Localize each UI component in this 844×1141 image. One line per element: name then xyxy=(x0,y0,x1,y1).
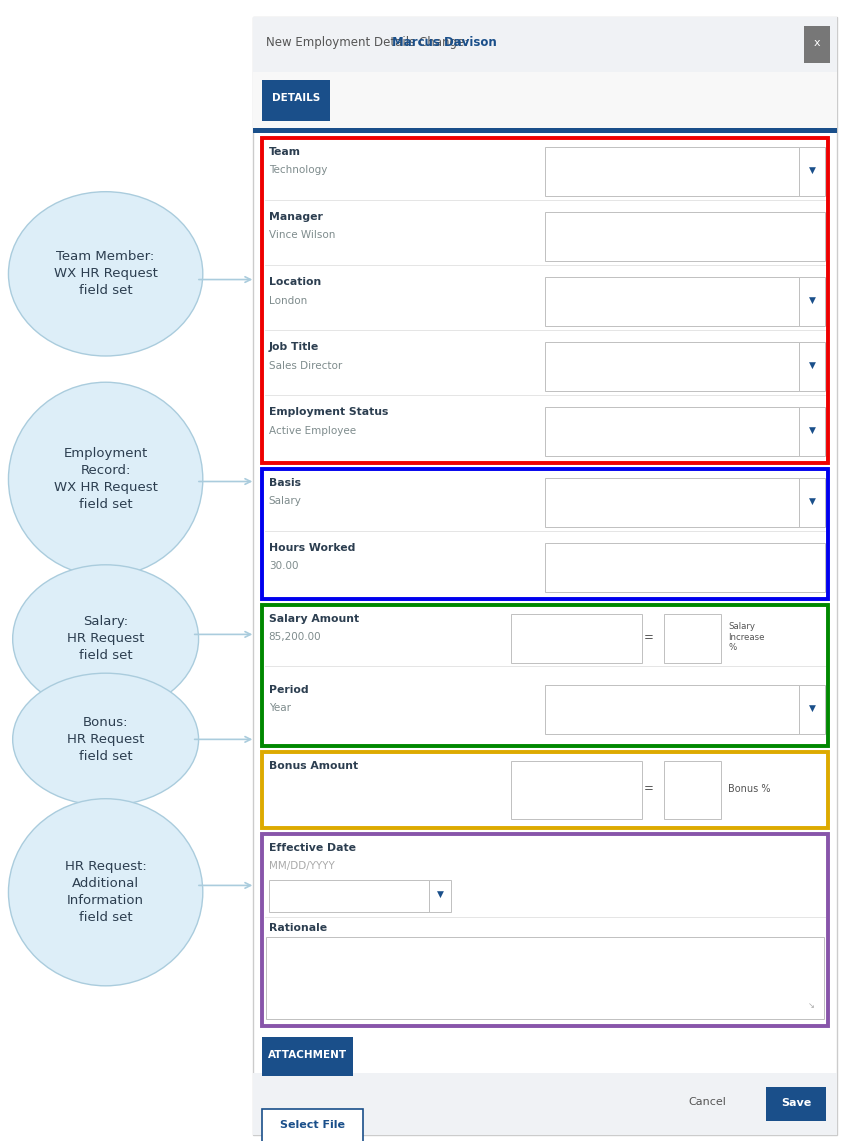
Text: Rationale: Rationale xyxy=(268,923,327,933)
Bar xyxy=(511,614,641,663)
Ellipse shape xyxy=(13,673,198,806)
Text: Team Member:
WX HR Request
field set: Team Member: WX HR Request field set xyxy=(54,250,157,298)
Bar xyxy=(798,407,824,456)
Text: Active Employee: Active Employee xyxy=(268,426,355,436)
Text: London: London xyxy=(268,296,306,306)
Ellipse shape xyxy=(8,382,203,576)
Bar xyxy=(663,761,721,819)
Text: 30.00: 30.00 xyxy=(268,561,298,572)
Bar xyxy=(544,342,798,391)
Text: ↘: ↘ xyxy=(807,1001,814,1010)
Bar xyxy=(253,128,836,133)
Bar xyxy=(262,1037,353,1076)
Bar xyxy=(429,880,451,912)
Bar xyxy=(253,17,836,72)
Bar xyxy=(544,543,824,592)
Ellipse shape xyxy=(8,192,203,356)
Bar xyxy=(253,1073,836,1135)
Bar xyxy=(798,147,824,196)
Text: =: = xyxy=(643,783,653,795)
Bar xyxy=(544,478,798,527)
Text: ▼: ▼ xyxy=(436,890,443,899)
Bar xyxy=(253,1076,836,1082)
Text: 85,200.00: 85,200.00 xyxy=(268,632,321,642)
Text: Select File: Select File xyxy=(280,1120,344,1130)
Text: Cancel: Cancel xyxy=(688,1097,726,1107)
Text: Technology: Technology xyxy=(268,165,327,176)
Text: Marcus Davison: Marcus Davison xyxy=(392,35,496,49)
Text: New Employment Details Change:: New Employment Details Change: xyxy=(266,35,472,49)
Text: Salary
Increase
%: Salary Increase % xyxy=(728,622,764,653)
Text: ATTACHMENT: ATTACHMENT xyxy=(268,1051,347,1060)
Bar xyxy=(268,880,429,912)
Text: ▼: ▼ xyxy=(808,704,814,712)
Bar xyxy=(798,342,824,391)
Text: Job Title: Job Title xyxy=(268,342,318,353)
Bar xyxy=(262,752,827,828)
Bar xyxy=(544,147,798,196)
Bar xyxy=(0,0,253,1141)
Bar xyxy=(798,685,824,734)
Text: Save: Save xyxy=(780,1098,810,1108)
Bar xyxy=(262,469,827,599)
Text: Salary: Salary xyxy=(268,496,301,507)
Bar xyxy=(663,614,721,663)
Text: Vince Wilson: Vince Wilson xyxy=(268,230,335,241)
Text: Bonus:
HR Request
field set: Bonus: HR Request field set xyxy=(67,715,144,763)
Bar xyxy=(544,277,798,326)
Text: Bonus Amount: Bonus Amount xyxy=(268,761,357,771)
Bar xyxy=(544,685,798,734)
Text: Sales Director: Sales Director xyxy=(268,361,342,371)
Ellipse shape xyxy=(8,799,203,986)
Bar xyxy=(262,1109,363,1141)
Text: Effective Date: Effective Date xyxy=(268,843,355,853)
Text: Period: Period xyxy=(268,685,308,695)
Bar xyxy=(511,761,641,819)
Text: Year: Year xyxy=(268,703,290,713)
Text: Salary:
HR Request
field set: Salary: HR Request field set xyxy=(67,615,144,663)
Bar xyxy=(266,937,823,1019)
Text: Employment
Record:
WX HR Request
field set: Employment Record: WX HR Request field s… xyxy=(54,447,157,511)
Bar xyxy=(262,80,329,121)
Bar xyxy=(253,17,836,1135)
Text: Manager: Manager xyxy=(268,212,322,222)
Text: HR Request:
Additional
Information
field set: HR Request: Additional Information field… xyxy=(65,860,146,924)
Text: x: x xyxy=(813,39,820,48)
Text: Location: Location xyxy=(268,277,321,288)
Text: ▼: ▼ xyxy=(808,497,814,505)
Bar xyxy=(262,605,827,746)
Text: Team: Team xyxy=(268,147,300,157)
Text: DETAILS: DETAILS xyxy=(271,94,320,103)
Text: Bonus %: Bonus % xyxy=(728,784,770,794)
Bar xyxy=(262,138,827,463)
Ellipse shape xyxy=(13,565,198,713)
Bar xyxy=(798,478,824,527)
Bar xyxy=(765,1086,825,1120)
Text: Basis: Basis xyxy=(268,478,300,488)
Bar xyxy=(798,277,824,326)
Text: Employment Status: Employment Status xyxy=(268,407,387,418)
Text: ▼: ▼ xyxy=(808,167,814,175)
Bar xyxy=(544,407,798,456)
Text: ▼: ▼ xyxy=(808,427,814,435)
Text: =: = xyxy=(643,631,653,644)
Text: MM/DD/YYYY: MM/DD/YYYY xyxy=(268,861,334,872)
Bar xyxy=(262,834,827,1026)
Bar xyxy=(803,26,829,63)
Text: ▼: ▼ xyxy=(808,362,814,370)
Text: Salary Amount: Salary Amount xyxy=(268,614,359,624)
Text: Hours Worked: Hours Worked xyxy=(268,543,354,553)
Text: ▼: ▼ xyxy=(808,297,814,305)
Bar xyxy=(544,212,824,261)
Bar xyxy=(253,72,836,129)
